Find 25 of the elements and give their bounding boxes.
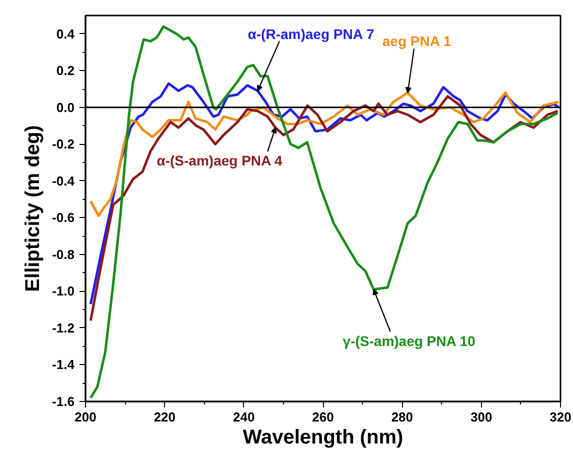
x-axis-title: Wavelength (nm) — [242, 426, 404, 448]
line-series — [89, 25, 559, 400]
y-tick-label: 0.0 — [56, 100, 75, 115]
x-tick-label: 300 — [470, 410, 492, 424]
x-tick-label: 220 — [154, 410, 176, 424]
text: γ-(S-am)aeg PNA 10 — [342, 332, 476, 349]
text: α-(R-am)aeg PNA 7 — [248, 26, 374, 42]
y-tick-label: -0.6 — [52, 210, 75, 226]
series-label: α-(S-am)aeg PNA 4 — [156, 152, 283, 169]
x-tick-label: 200 — [74, 410, 96, 424]
y-tick-label: -0.4 — [52, 173, 76, 188]
x-tick-label: 280 — [391, 410, 414, 424]
x-tick-label: 240 — [232, 410, 255, 424]
text: aeg PNA 1 — [382, 33, 452, 50]
y-tick-label: -1.4 — [52, 357, 76, 372]
y-tick-label: -0.2 — [52, 136, 75, 152]
y-tick-label: -0.8 — [52, 246, 75, 262]
x-tick-label: 320 — [550, 410, 572, 424]
y-tick-label: -1.2 — [52, 320, 75, 336]
y-tick-label: -1.6 — [52, 394, 75, 409]
y-axis-title: Ellipticity (m deg) — [22, 125, 44, 292]
y-tick-label: -1.0 — [52, 284, 75, 299]
x-tick-label: 260 — [312, 410, 334, 424]
y-tick-label: 0.4 — [56, 26, 76, 42]
y-tick-label: 0.2 — [56, 63, 75, 78]
